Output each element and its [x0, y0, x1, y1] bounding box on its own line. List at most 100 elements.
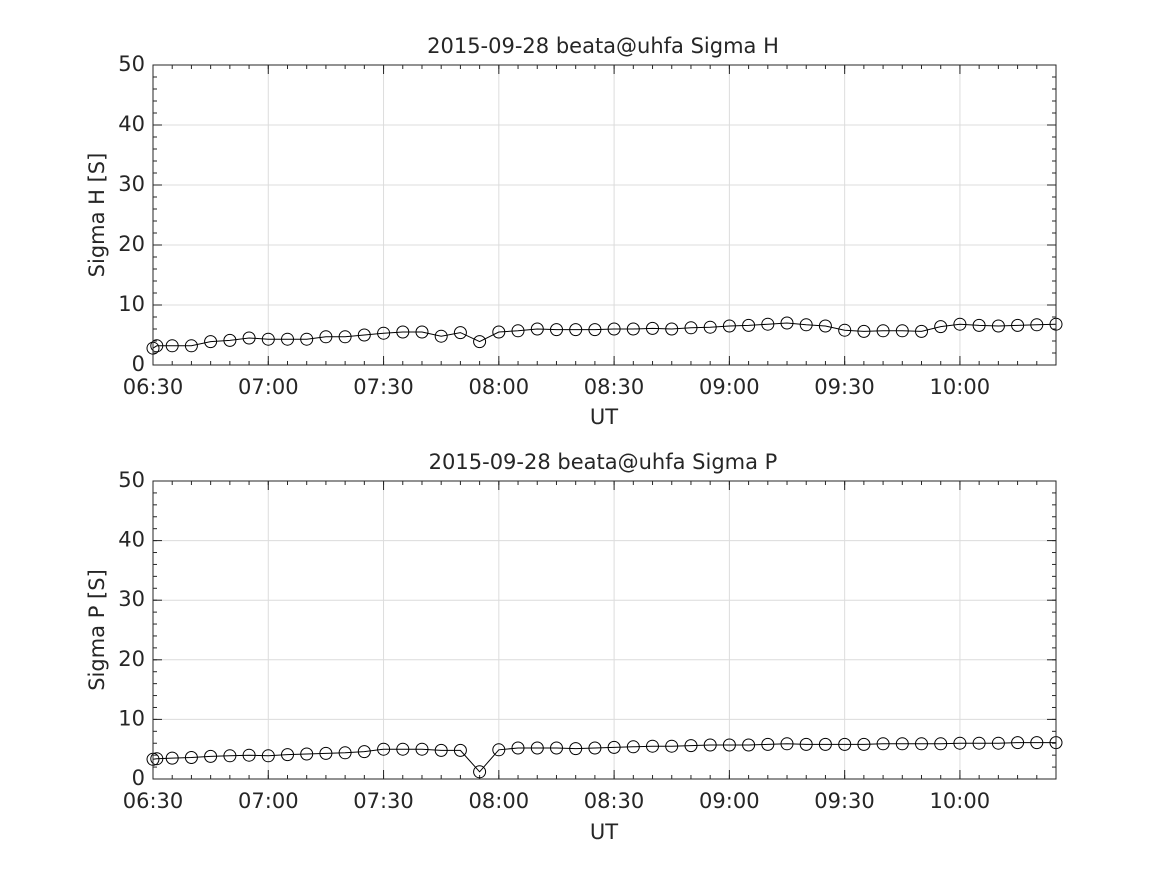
data-point [150, 752, 164, 766]
x-tick-label: 07:00 [238, 375, 299, 399]
chart-sigma-h: 2015-09-28 beata@uhfa Sigma H 0 10 20 30… [85, 34, 1063, 429]
x-tick-label: 10:00 [930, 375, 991, 399]
data-point [742, 738, 756, 752]
data-point [761, 737, 775, 751]
x-tick-label: 09:30 [814, 789, 875, 813]
data-point [223, 333, 237, 347]
data-point [646, 739, 659, 753]
y-tick-labels: 0 10 20 30 40 50 [118, 52, 145, 376]
data-point [991, 319, 1005, 333]
y-tick-label: 30 [118, 587, 145, 611]
data-point [588, 323, 602, 337]
x-axis-label: UT [590, 820, 618, 844]
data-point [607, 322, 621, 336]
data-point [1030, 736, 1044, 750]
data-point [818, 319, 832, 333]
data-point [915, 737, 928, 751]
data-point [415, 742, 429, 756]
y-axis-label: Sigma H [S] [85, 153, 109, 278]
data-point [150, 339, 164, 353]
data-point [569, 742, 583, 756]
data-point [915, 324, 928, 338]
x-tick-labels: 06:30 07:00 07:30 08:00 08:30 09:00 09:3… [123, 789, 990, 813]
data-point [722, 319, 736, 333]
data-point [204, 749, 218, 763]
x-tick-label: 09:00 [699, 789, 760, 813]
data-point [972, 736, 986, 750]
data-point [184, 339, 198, 353]
y-tick-label: 10 [118, 706, 145, 730]
y-tick-label: 30 [118, 172, 145, 196]
x-tick-label: 08:30 [584, 789, 645, 813]
data-point [799, 318, 813, 332]
data-point [261, 332, 275, 346]
y-tick-labels: 0 10 20 30 40 50 [118, 468, 145, 790]
x-tick-label: 07:00 [238, 789, 299, 813]
data-point [319, 746, 333, 760]
x-tick-label: 08:30 [584, 375, 645, 399]
data-point [165, 339, 179, 353]
data-point [876, 737, 890, 751]
data-point [838, 737, 852, 751]
y-tick-label: 40 [118, 528, 145, 552]
x-tick-label: 07:30 [353, 789, 414, 813]
x-tick-label: 08:00 [469, 375, 530, 399]
data-point [588, 741, 602, 755]
x-tick-label: 06:30 [123, 789, 184, 813]
data-point [895, 324, 909, 338]
data-point [184, 751, 198, 764]
chart-title: 2015-09-28 beata@uhfa Sigma H [427, 34, 779, 58]
data-point [799, 737, 813, 751]
y-tick-label: 50 [118, 52, 145, 76]
data-point [934, 737, 948, 751]
data-point [281, 748, 294, 762]
x-tick-label: 10:00 [930, 789, 991, 813]
data-point [261, 749, 275, 763]
data-point [242, 748, 256, 762]
data-point [511, 741, 525, 755]
data-point [857, 737, 871, 751]
data-point [953, 736, 967, 750]
data-point [530, 322, 544, 336]
data-point [1030, 318, 1044, 332]
data-point [780, 737, 794, 751]
x-tick-label: 08:00 [469, 789, 530, 813]
data-point [665, 322, 679, 336]
data-point [684, 739, 698, 753]
data-point [550, 323, 563, 337]
data-point [761, 317, 775, 331]
data-point [569, 323, 583, 337]
y-tick-label: 10 [118, 292, 145, 316]
series-line [146, 736, 1063, 779]
data-point [242, 331, 256, 345]
data-point [703, 738, 717, 752]
data-point [991, 736, 1005, 750]
chart-sigma-p: 2015-09-28 beata@uhfa Sigma P 0 10 20 30… [85, 450, 1063, 844]
data-point [415, 325, 429, 339]
x-tick-label: 09:00 [699, 375, 760, 399]
data-point [165, 751, 179, 765]
data-point [338, 330, 352, 344]
data-point [895, 737, 909, 751]
data-point [492, 325, 506, 339]
data-point [742, 318, 756, 332]
data-point [1011, 736, 1025, 750]
y-tick-label: 0 [132, 352, 145, 376]
data-point [473, 765, 487, 779]
chart-title: 2015-09-28 beata@uhfa Sigma P [429, 450, 778, 474]
data-point [646, 321, 659, 335]
y-tick-label: 20 [118, 647, 145, 671]
x-axis-label: UT [590, 405, 618, 429]
data-point [703, 320, 717, 334]
data-point [722, 738, 736, 752]
data-point [396, 742, 410, 756]
data-point [876, 324, 890, 338]
data-point [377, 326, 391, 340]
data-point [434, 329, 448, 343]
data-point [453, 743, 467, 757]
data-point [684, 321, 698, 335]
data-point [780, 316, 794, 330]
data-point [607, 740, 621, 754]
y-tick-label: 50 [118, 468, 145, 492]
data-point [453, 326, 467, 340]
